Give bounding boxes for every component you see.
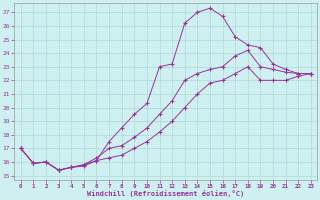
X-axis label: Windchill (Refroidissement éolien,°C): Windchill (Refroidissement éolien,°C) <box>87 190 244 197</box>
